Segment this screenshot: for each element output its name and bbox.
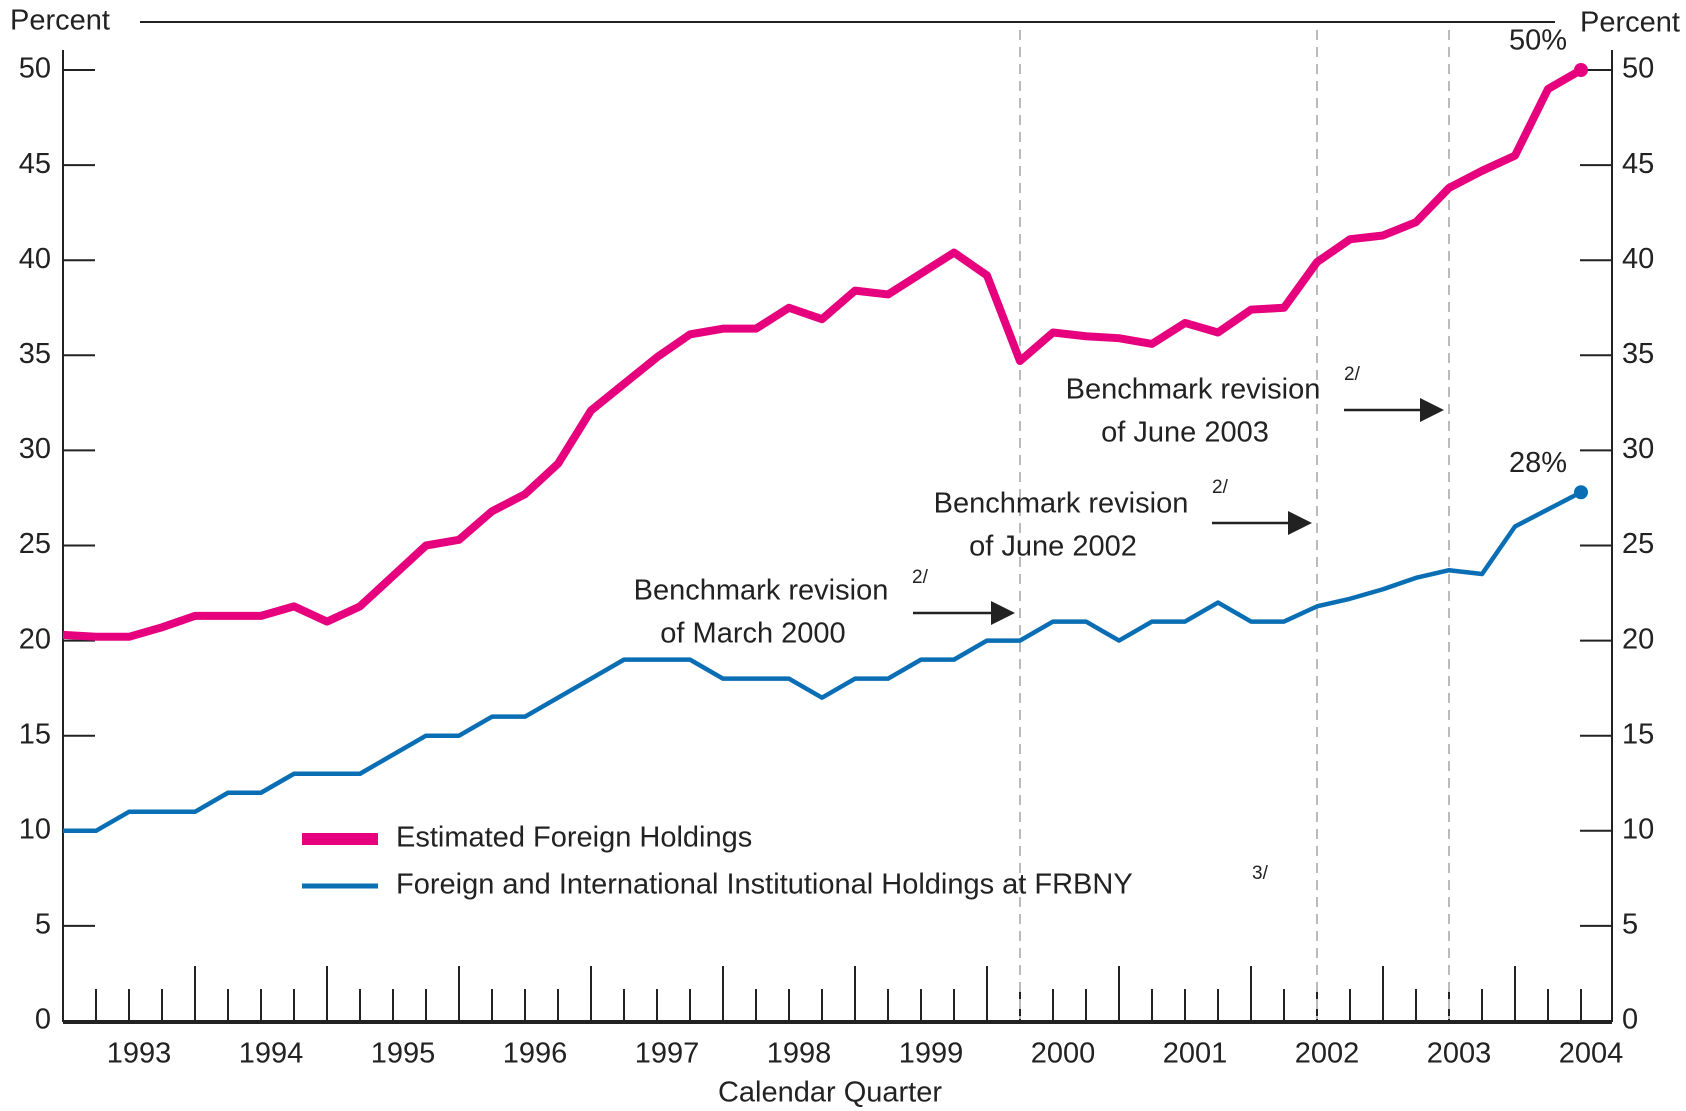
right-axis-title: Percent: [1580, 7, 1680, 39]
y-tick-label: 5: [35, 909, 51, 941]
annotation-arrowhead: [1288, 511, 1312, 535]
y-tick-label: 35: [19, 338, 51, 370]
annotation-text: of June 2002: [969, 531, 1137, 563]
annotation-text: of June 2003: [1101, 417, 1269, 449]
legend-label: Foreign and International Institutional …: [396, 869, 1133, 901]
year-label: 2004: [1559, 1038, 1624, 1070]
y-tick-label: 50: [19, 53, 51, 85]
y2-tick-label: 5: [1622, 909, 1638, 941]
series-line: [63, 490, 1583, 834]
y2-tick-label: 50: [1622, 53, 1654, 85]
left-axis-title: Percent: [10, 5, 110, 37]
year-label: 1994: [239, 1038, 304, 1070]
end-point: [1574, 485, 1588, 500]
y2-tick-label: 45: [1622, 148, 1654, 180]
year-label: 2001: [1163, 1038, 1228, 1070]
y2-tick-label: 25: [1622, 528, 1654, 560]
annotation-text: of March 2000: [660, 618, 845, 650]
y-tick-label: 45: [19, 148, 51, 180]
year-label: 1996: [503, 1038, 568, 1070]
annotation-arrowhead: [991, 601, 1015, 625]
annotation-arrowhead: [1420, 398, 1444, 422]
year-label: 2002: [1295, 1038, 1360, 1070]
year-label: 1997: [635, 1038, 700, 1070]
y-tick-label: 25: [19, 528, 51, 560]
year-label: 1998: [767, 1038, 832, 1070]
year-label: 2000: [1031, 1038, 1096, 1070]
y2-tick-label: 30: [1622, 433, 1654, 465]
end-label: 28%: [1509, 447, 1567, 479]
end-label: 50%: [1509, 25, 1567, 57]
y-tick-label: 10: [19, 813, 51, 845]
y2-tick-label: 10: [1622, 813, 1654, 845]
y-tick-label: 40: [19, 243, 51, 275]
annotation-note: 2/: [1212, 477, 1229, 498]
y-tick-label: 30: [19, 433, 51, 465]
y-tick-label: 15: [19, 718, 51, 750]
year-label: 2003: [1427, 1038, 1492, 1070]
year-label: 1995: [371, 1038, 436, 1070]
annotation-note: 2/: [912, 567, 929, 588]
annotation-text: Benchmark revision: [1066, 374, 1321, 406]
y-tick-label: 0: [35, 1004, 51, 1036]
y2-tick-label: 0: [1622, 1004, 1638, 1036]
end-point: [1574, 63, 1588, 77]
y2-tick-label: 20: [1622, 623, 1654, 655]
annotation-text: Benchmark revision: [934, 488, 1189, 520]
annotation-note: 2/: [1344, 364, 1361, 385]
year-label: 1993: [107, 1038, 172, 1070]
series-line: [62, 66, 1583, 641]
y-tick-label: 20: [19, 623, 51, 655]
legend-label: Estimated Foreign Holdings: [396, 822, 752, 854]
x-axis-title: Calendar Quarter: [718, 1077, 942, 1109]
year-label: 1999: [899, 1038, 964, 1070]
annotation-text: Benchmark revision: [634, 575, 889, 607]
legend-note: 3/: [1252, 863, 1269, 884]
y2-tick-label: 40: [1622, 243, 1654, 275]
y2-tick-label: 35: [1622, 338, 1654, 370]
y2-tick-label: 15: [1622, 718, 1654, 750]
